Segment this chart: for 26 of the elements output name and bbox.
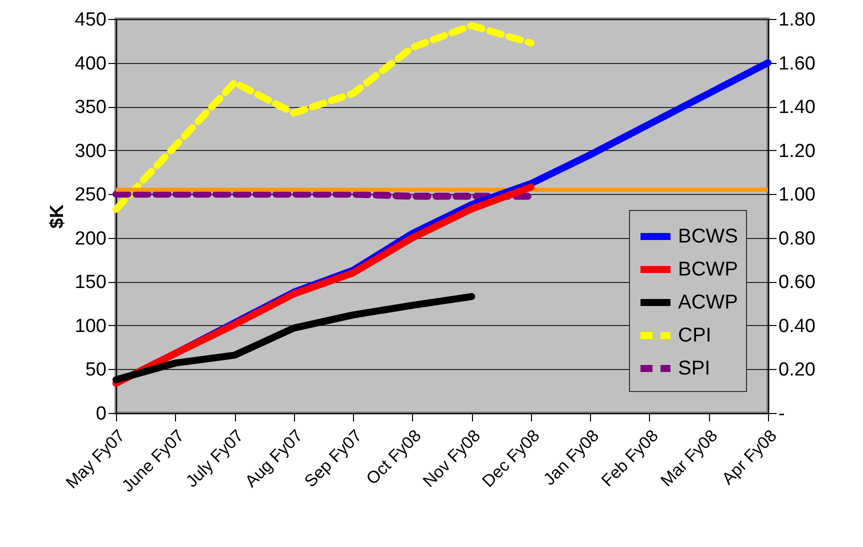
y-tick-label: 200 [74, 228, 106, 250]
y-axis-title: $K [46, 204, 68, 229]
y-tick-label: 50 [85, 360, 106, 381]
y-tick-label: 450 [74, 10, 106, 30]
y-tick-label: 0 [96, 404, 106, 424]
legend-label: SPI [678, 358, 710, 380]
y2-tick-label: 1.20 [778, 140, 816, 162]
y2-tick-label: 1.40 [778, 97, 816, 118]
legend-label: ACWP [678, 292, 738, 314]
y2-tick-label: - [778, 404, 785, 424]
y2-tick-label: 0.40 [778, 316, 816, 337]
y-tick-label: 350 [74, 97, 106, 118]
y-tick-label: 250 [74, 184, 106, 206]
legend-label: BCWS [678, 226, 738, 248]
y2-tick-label: 1.60 [778, 53, 816, 74]
y2-tick-label: 1.00 [778, 184, 816, 206]
y-tick-label: 100 [74, 316, 106, 337]
y-tick-label: 300 [74, 140, 106, 162]
y-tick-label: 400 [74, 53, 106, 74]
legend-label: CPI [678, 324, 712, 346]
y2-tick-label: 0.60 [778, 272, 816, 294]
y-tick-label: 150 [74, 272, 106, 294]
y2-tick-label: 0.20 [778, 360, 816, 381]
y2-tick-label: 0.80 [778, 228, 816, 250]
y2-tick-label: 1.80 [778, 10, 816, 30]
legend-label: BCWP [678, 258, 738, 280]
